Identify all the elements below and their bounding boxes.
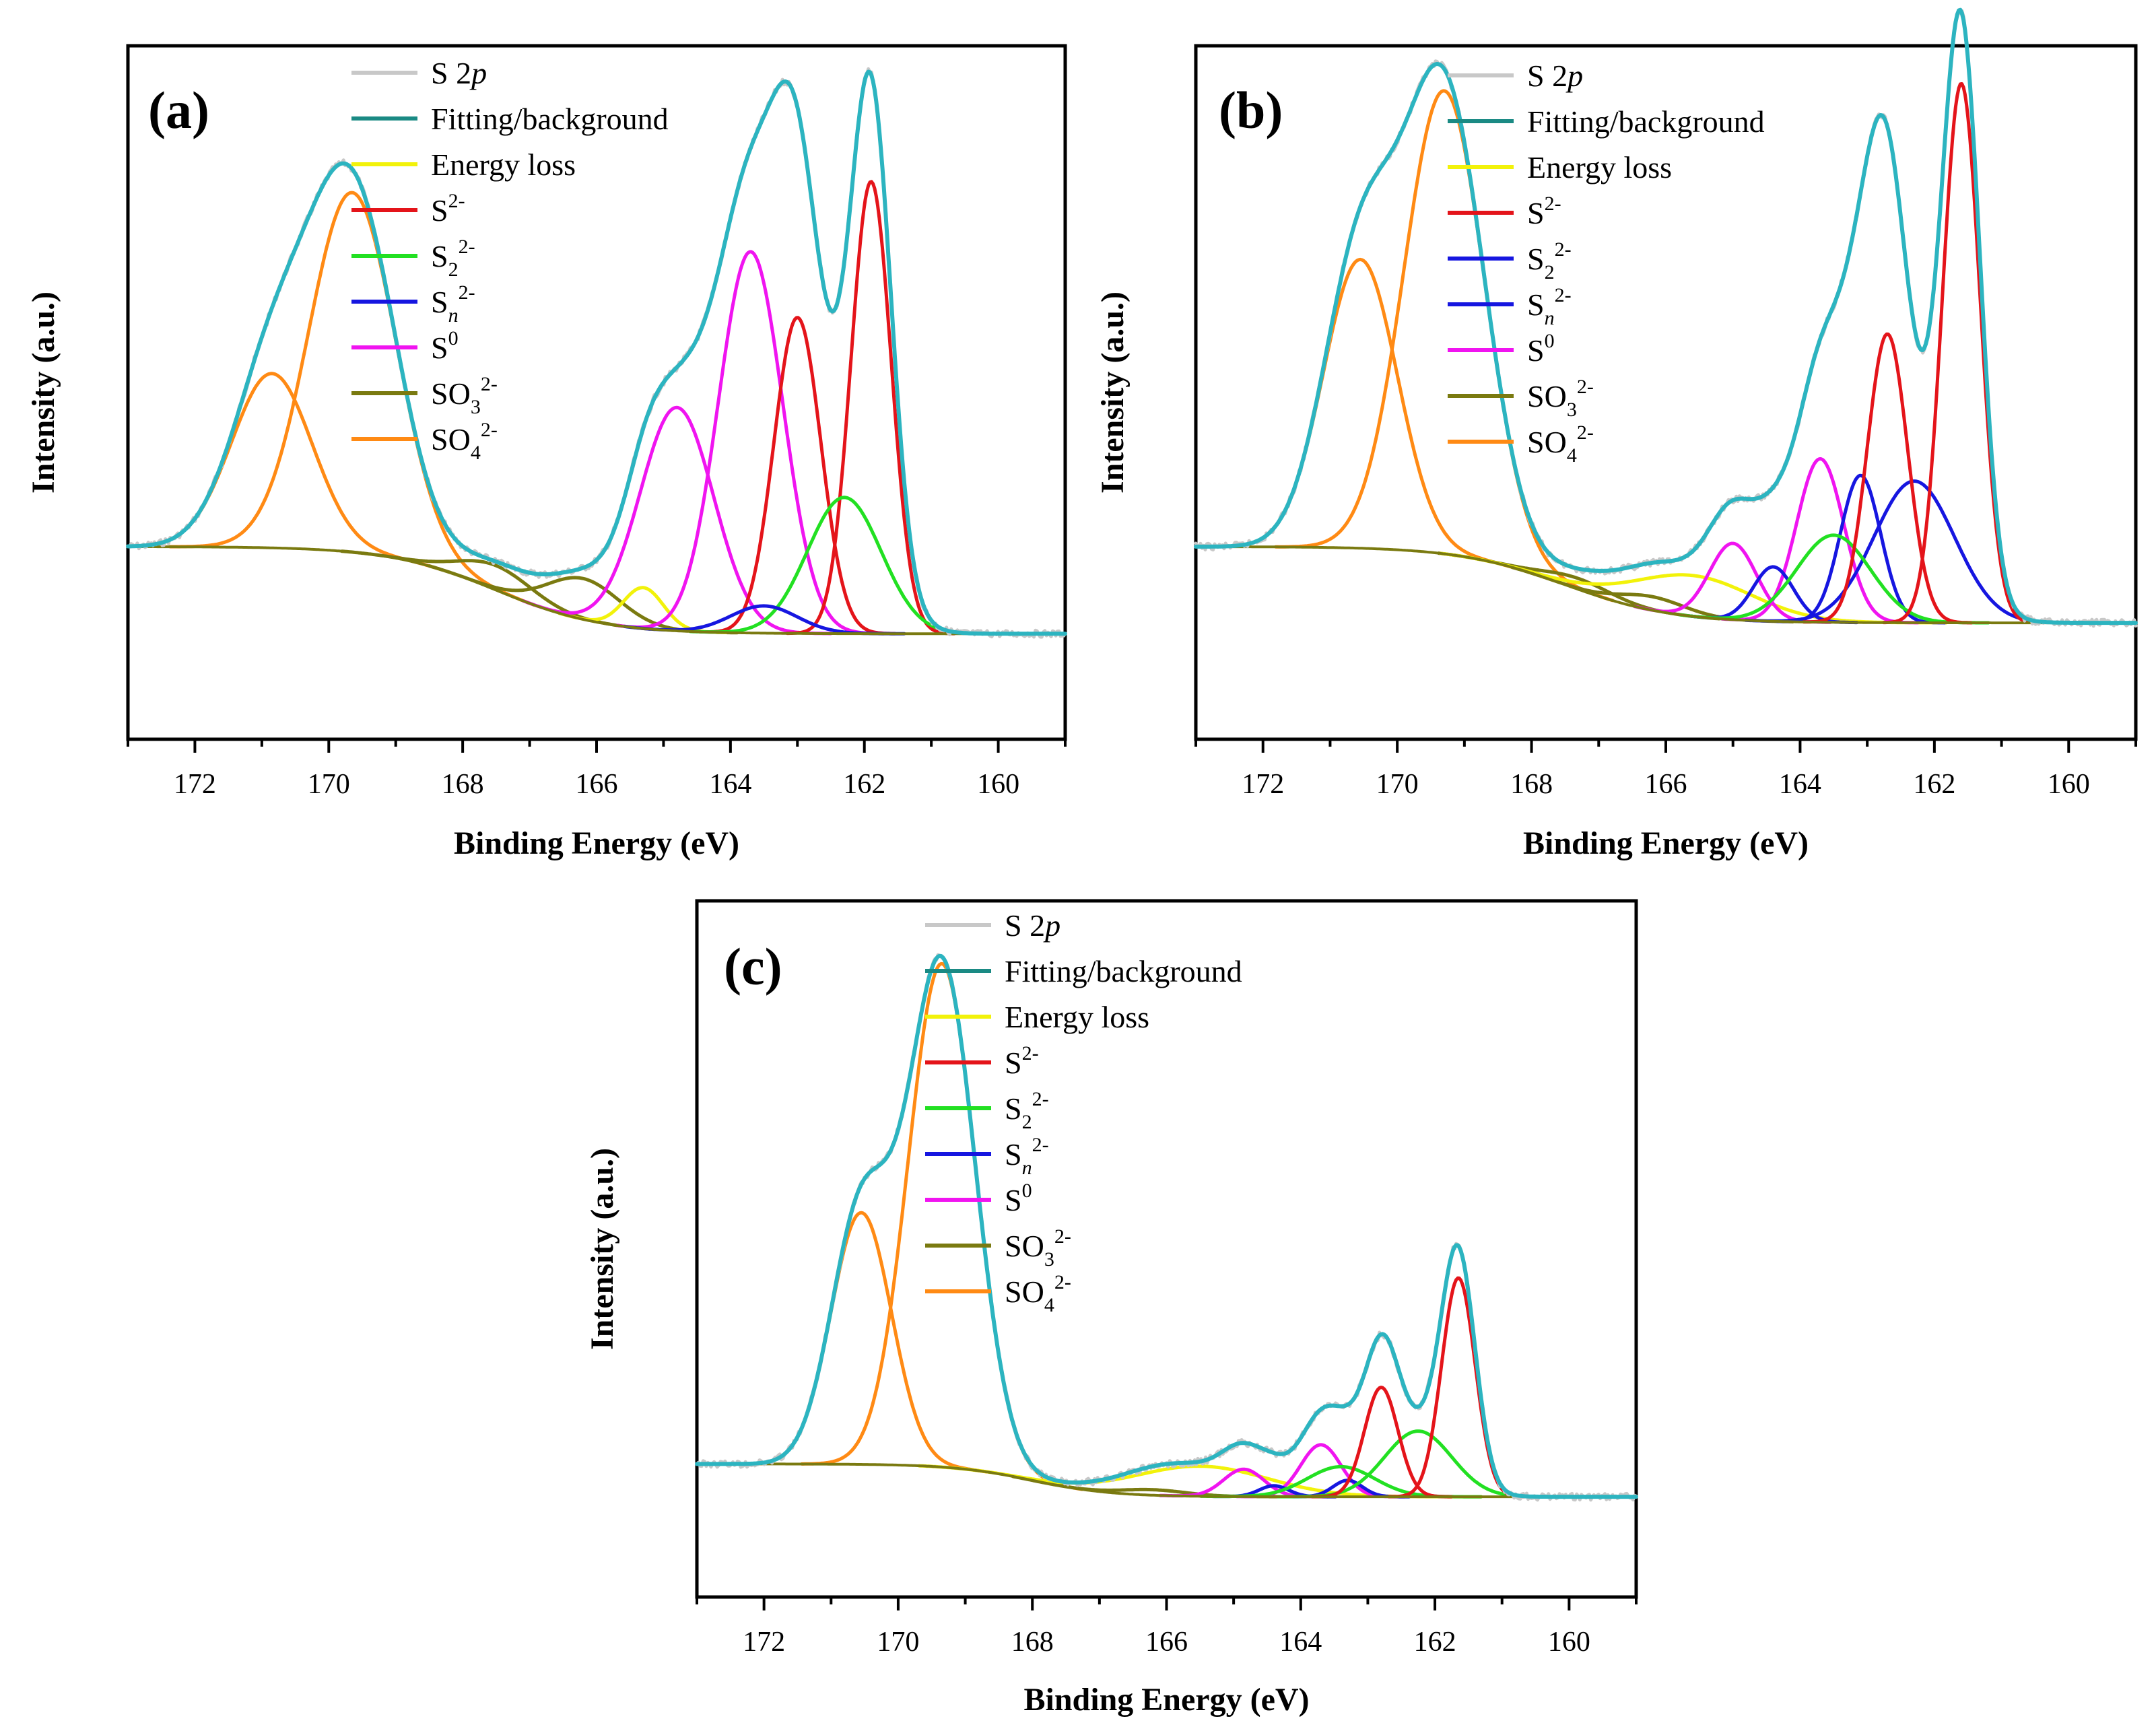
- fit-envelope: [695, 953, 1638, 1499]
- component-peak-S0: [521, 405, 833, 636]
- legend-label: Energy loss: [1005, 1000, 1149, 1034]
- legend-label: SO32-: [1005, 1225, 1071, 1270]
- x-axis-title: Binding Energy (eV): [1023, 1682, 1309, 1718]
- component-peak-S2-: [698, 316, 897, 636]
- x-tick-label: 160: [1548, 1627, 1590, 1658]
- x-tick-label: 166: [1145, 1627, 1188, 1658]
- plot-frame: [126, 44, 1067, 741]
- legend-label: Fitting/background: [1005, 954, 1242, 988]
- legend: S 2p Fitting/background Energy loss S2- S22-…: [925, 908, 1242, 1316]
- background-line: [696, 1462, 1638, 1499]
- legend-label: Energy loss: [1527, 150, 1672, 184]
- legend: S 2p Fitting/background Energy loss S2- S22-…: [1448, 59, 1765, 467]
- y-axis-title: Intensity (a.u.): [584, 1148, 620, 1350]
- x-tick-label: 168: [1011, 1627, 1054, 1658]
- panel-label: (a): [148, 81, 209, 139]
- legend-label: S 2p: [431, 56, 487, 90]
- x-tick-label: 162: [843, 769, 885, 800]
- x-tick-label: 172: [1242, 769, 1284, 800]
- legend-label: SO32-: [1527, 376, 1594, 421]
- panel-label: (c): [724, 937, 782, 996]
- background-line: [1194, 545, 2137, 625]
- x-tick-label: 166: [1645, 769, 1687, 800]
- x-tick-label: 172: [743, 1627, 785, 1658]
- fit-envelope: [1194, 7, 2138, 625]
- legend-label: S22-: [431, 236, 475, 281]
- x-tick-label: 164: [709, 769, 751, 800]
- fit-envelope: [126, 69, 1067, 636]
- x-tick-label: 166: [576, 769, 618, 800]
- x-tick-label: 172: [174, 769, 216, 800]
- legend-label: S 2p: [1527, 59, 1583, 93]
- legend-label: S2-: [1527, 193, 1561, 230]
- component-peak-SO4_2-: [733, 1211, 988, 1474]
- legend-label: Energy loss: [431, 147, 576, 182]
- raw-spectrum: [695, 953, 1638, 1502]
- legend-label: SO42-: [1005, 1271, 1071, 1316]
- x-tick-label: 160: [2048, 769, 2090, 800]
- chart-panel: 172 170 168 166 164 162 160 Binding Energy (eV)…: [584, 899, 1638, 1718]
- legend-label: SO42-: [431, 419, 498, 464]
- component-peak-S2_2-: [1678, 533, 1990, 625]
- legend-label: S0: [1005, 1180, 1032, 1217]
- chart-panel: 172 170 168 166 164 162 160 Binding Energy (eV)…: [1095, 7, 2138, 861]
- x-tick-label: 170: [308, 769, 350, 800]
- legend-label: S0: [431, 327, 459, 365]
- component-peak-energy_loss: [1438, 551, 1948, 625]
- component-peak-SO4_2-: [800, 961, 1084, 1491]
- component-peak-S0: [1633, 541, 1832, 624]
- component-peak-S2-: [1310, 1386, 1454, 1499]
- component-peak-SO4_2-: [168, 191, 536, 607]
- component-peak-S0: [1720, 457, 1920, 625]
- legend-label: Sn2-: [1527, 284, 1572, 329]
- component-peak-S0: [615, 250, 886, 636]
- legend-label: S22-: [1527, 238, 1572, 283]
- legend-label: Sn2-: [1005, 1134, 1049, 1179]
- legend-label: S2-: [431, 190, 465, 228]
- legend-label: Fitting/background: [431, 102, 669, 136]
- x-tick-label: 160: [977, 769, 1019, 800]
- x-tick-label: 170: [877, 1627, 919, 1658]
- background-line: [127, 545, 1067, 636]
- legend-label: S2-: [1005, 1042, 1039, 1080]
- legend-label: S0: [1527, 330, 1555, 368]
- legend-label: S22-: [1005, 1088, 1049, 1133]
- component-peak-S2-: [1881, 82, 2041, 625]
- x-tick-label: 164: [1279, 1627, 1322, 1658]
- component-peak-S2-: [785, 180, 956, 636]
- x-tick-label: 168: [1510, 769, 1553, 800]
- raw-spectrum: [126, 67, 1067, 639]
- y-axis-title: Intensity (a.u.): [26, 292, 61, 494]
- x-tick-label: 164: [1779, 769, 1821, 800]
- x-tick-label: 162: [1414, 1627, 1456, 1658]
- legend-label: S 2p: [1005, 908, 1060, 943]
- legend: S 2p Fitting/background Energy loss S2- S22-…: [351, 56, 669, 464]
- x-tick-label: 162: [1913, 769, 1955, 800]
- chart-panel: 172 170 168 166 164 162 160 Binding Energy (eV)…: [26, 44, 1067, 861]
- component-peak-S2-: [1802, 332, 1974, 625]
- x-tick-label: 170: [1376, 769, 1419, 800]
- x-axis-title: Binding Energy (eV): [454, 825, 739, 861]
- legend-label: Fitting/background: [1527, 104, 1765, 139]
- y-axis-title: Intensity (a.u.): [1095, 292, 1131, 494]
- legend-label: SO42-: [1527, 421, 1594, 467]
- panel-label: (b): [1219, 81, 1283, 139]
- legend-label: Sn2-: [431, 281, 475, 327]
- x-axis-title: Binding Energy (eV): [1523, 825, 1809, 861]
- legend-label: SO32-: [431, 373, 498, 418]
- x-tick-label: 168: [442, 769, 484, 800]
